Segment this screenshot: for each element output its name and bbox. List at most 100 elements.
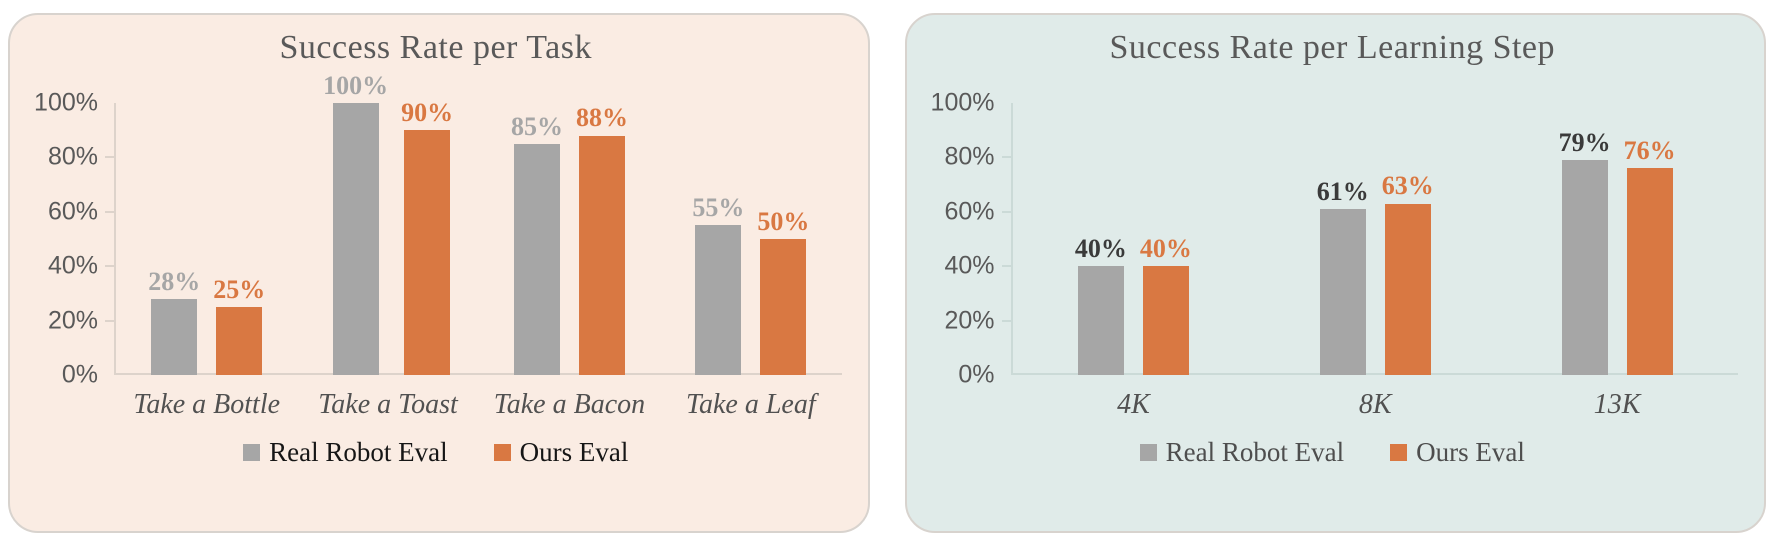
chart-area: 100% 80% 60% 40% 20% 0% 28% 25% 100% 90% 85% 88% 55…: [30, 71, 842, 389]
bar-group: 55% 50%: [660, 103, 841, 375]
bar-column: 63%: [1382, 172, 1434, 375]
bar-value-label: 40%: [1074, 233, 1127, 263]
bar: [1142, 266, 1189, 375]
y-axis-line: [105, 103, 116, 375]
legend-label: Ours Eval: [1416, 437, 1525, 467]
chart-card-success-rate-per-learning-step: Success Rate per Learning Step 100% 80% 60…: [904, 13, 1766, 533]
chart-title: Success Rate per Learning Step: [1109, 29, 1556, 66]
x-axis-labels: 4K 8K 13K: [1013, 375, 1739, 425]
bar-value-label: 88%: [575, 103, 628, 133]
bar-groups: 40% 40% 61% 63% 79% 76%: [1013, 103, 1739, 375]
y-tick-label: 0%: [958, 360, 995, 389]
bar: [1561, 160, 1608, 375]
bar-value-label: 61%: [1316, 176, 1369, 206]
bar-column: 79%: [1559, 129, 1611, 375]
legend-label: Real Robot Eval: [269, 437, 448, 467]
axis-tick: [105, 156, 114, 159]
chart-title: Success Rate per Task: [279, 29, 592, 66]
bar-group: 40% 40%: [1013, 103, 1255, 375]
axis-tick: [1001, 319, 1011, 322]
y-tick-label: 40%: [47, 251, 98, 280]
y-tick-label: 80%: [47, 142, 98, 171]
legend-item: Real Robot Eval: [243, 437, 448, 468]
legend-swatch-orange: [493, 444, 511, 461]
bar-column: 40%: [1075, 235, 1127, 375]
y-axis-line: [1001, 103, 1013, 375]
chart-card-success-rate-per-task: Success Rate per Task 100% 80% 60% 40% 20% 0%…: [8, 13, 870, 533]
plot-area: 28% 25% 100% 90% 85% 88% 55% 50%: [105, 71, 842, 375]
bar-value-label: 63%: [1381, 171, 1434, 201]
y-tick-label: 100%: [34, 88, 98, 117]
bar-value-label: 100%: [323, 70, 389, 100]
bar-group: 79% 76%: [1496, 103, 1738, 375]
axis-tick: [1001, 156, 1011, 159]
y-tick-label: 0%: [61, 360, 98, 389]
bar: [216, 307, 263, 375]
bar: [760, 239, 807, 375]
bar-column: 40%: [1140, 235, 1192, 375]
bar: [513, 143, 560, 375]
bar: [1077, 266, 1124, 375]
bar: [332, 103, 379, 375]
legend-item: Ours Eval: [493, 437, 629, 468]
bar-value-label: 25%: [213, 274, 266, 304]
axis-tick: [105, 265, 114, 268]
bar: [695, 225, 742, 375]
bar-group: 85% 88%: [479, 103, 660, 375]
bar-column: 28%: [148, 266, 201, 375]
x-category-label: Take a Bacon: [493, 389, 646, 420]
x-category-label: Take a Bottle: [133, 389, 281, 420]
axis-tick: [105, 210, 114, 213]
legend-label: Real Robot Eval: [1165, 437, 1345, 467]
legend-swatch-gray: [1139, 444, 1157, 461]
y-axis: 100% 80% 60% 40% 20% 0%: [927, 89, 1011, 389]
legend-label: Ours Eval: [519, 437, 629, 467]
bar-value-label: 50%: [757, 206, 810, 236]
legend: Real Robot Eval Ours Eval: [927, 437, 1739, 468]
bar-value-label: 85%: [510, 111, 563, 141]
chart-area: 100% 80% 60% 40% 20% 0% 40% 40% 61% 63% 79% 76%: [927, 89, 1739, 389]
bar-value-label: 79%: [1558, 127, 1611, 157]
legend-swatch-orange: [1390, 444, 1408, 461]
bar-column: 61%: [1316, 176, 1369, 375]
y-tick-label: 80%: [944, 142, 995, 171]
bar: [404, 130, 451, 375]
y-tick-label: 60%: [47, 197, 98, 226]
bar-group: 28% 25%: [116, 103, 297, 375]
x-category-label: 13K: [1593, 389, 1641, 420]
bar-value-label: 76%: [1623, 135, 1676, 165]
x-category-label: Take a Leaf: [685, 389, 816, 420]
axis-tick: [1001, 265, 1011, 268]
y-tick-label: 100%: [930, 88, 995, 117]
legend-swatch-gray: [243, 444, 261, 461]
bar-column: 76%: [1624, 137, 1676, 375]
x-category-label: 4K: [1117, 389, 1150, 420]
bar-column: 85%: [510, 111, 563, 375]
bar-column: 90%: [401, 99, 453, 375]
bar: [151, 298, 198, 375]
axis-tick: [1001, 210, 1011, 213]
y-axis: 100% 80% 60% 40% 20% 0%: [30, 89, 114, 389]
legend: Real Robot Eval Ours Eval: [30, 437, 842, 468]
bar-column: 100%: [323, 70, 389, 375]
bar: [1626, 168, 1673, 375]
x-category-label: Take a Toast: [318, 389, 458, 420]
bar-value-label: 90%: [401, 97, 454, 127]
x-axis-line: [1010, 373, 1738, 375]
bar-group: 100% 90%: [297, 71, 478, 375]
bar: [1319, 209, 1366, 375]
bar-value-label: 28%: [148, 266, 201, 296]
bar: [1384, 203, 1431, 375]
x-axis-labels: Take a Bottle Take a Toast Take a Bacon Tak…: [116, 375, 842, 425]
bar-value-label: 40%: [1139, 233, 1192, 263]
bar-value-label: 55%: [692, 193, 745, 223]
bar-column: 55%: [692, 194, 744, 375]
bar-column: 50%: [757, 206, 810, 375]
bar: [578, 135, 625, 375]
y-tick-label: 40%: [944, 251, 995, 280]
plot-area: 40% 40% 61% 63% 79% 76%: [1001, 103, 1739, 375]
legend-item: Ours Eval: [1390, 437, 1525, 468]
x-axis-line: [114, 373, 842, 375]
legend-item: Real Robot Eval: [1139, 437, 1345, 468]
